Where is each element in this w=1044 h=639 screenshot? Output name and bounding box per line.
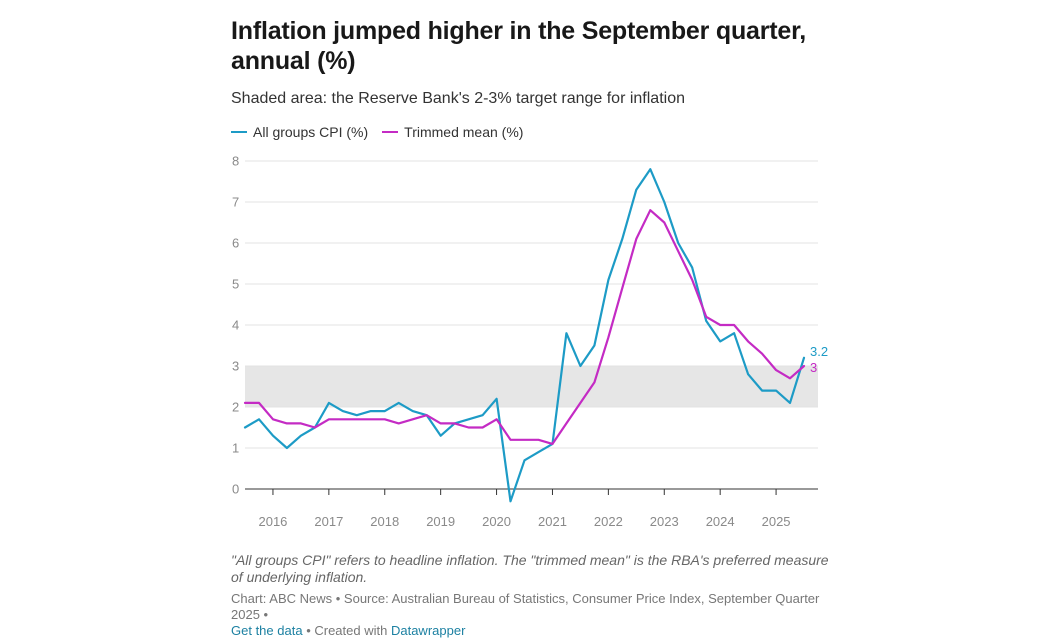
legend-item-trimmed-mean: Trimmed mean (%): [382, 124, 523, 140]
chart-title: Inflation jumped higher in the September…: [231, 17, 806, 75]
y-tick-label: 8: [232, 154, 239, 169]
end-value-label-cpi: 3.2: [810, 344, 828, 359]
y-tick-label: 0: [232, 482, 239, 497]
get-the-data-link[interactable]: Get the data: [231, 623, 303, 638]
y-tick-label: 5: [232, 277, 239, 292]
x-tick-label: 2019: [426, 514, 455, 529]
x-tick-label: 2016: [258, 514, 287, 529]
y-tick-label: 6: [232, 236, 239, 251]
x-tick-label: 2020: [482, 514, 511, 529]
legend: All groups CPI (%) Trimmed mean (%): [231, 124, 831, 140]
chart-header: Inflation jumped higher in the September…: [231, 16, 831, 140]
legend-item-cpi: All groups CPI (%): [231, 124, 368, 140]
x-tick-label: 2021: [538, 514, 567, 529]
footer-created-with: • Created with: [306, 623, 388, 638]
x-tick-label: 2018: [370, 514, 399, 529]
y-tick-label: 4: [232, 318, 239, 333]
footer-source: Chart: ABC News • Source: Australian Bur…: [231, 591, 820, 622]
x-tick-label: 2023: [650, 514, 679, 529]
legend-swatch-trimmed-mean: [382, 131, 399, 133]
x-tick-label: 2025: [762, 514, 791, 529]
series-line-trimmed-mean: [243, 209, 806, 445]
datawrapper-link[interactable]: Datawrapper: [390, 623, 466, 638]
series-line-cpi: [243, 168, 806, 503]
chart-footer: Chart: ABC News • Source: Australian Bur…: [231, 591, 841, 639]
end-value-label-trimmed-mean: 3: [810, 360, 817, 375]
legend-label-cpi: All groups CPI (%): [253, 124, 369, 140]
y-tick-label: 2: [232, 400, 239, 415]
target-range-band: [245, 366, 818, 407]
chart-subtitle: Shaded area: the Reserve Bank's 2-3% tar…: [231, 90, 685, 107]
y-tick-label: 1: [232, 441, 239, 456]
legend-label-trimmed-mean: Trimmed mean (%): [404, 124, 524, 140]
y-tick-label: 7: [232, 195, 239, 210]
x-tick-label: 2022: [594, 514, 623, 529]
y-tick-label: 3: [232, 359, 239, 374]
legend-swatch-cpi: [231, 131, 247, 133]
x-tick-label: 2024: [706, 514, 735, 529]
chart-note: "All groups CPI" refers to headline infl…: [231, 552, 829, 585]
line-chart: 0 1 2 3 4 5 6 7 8 2016 2017 2018 2019 2020 2021 2022 202…: [232, 154, 828, 530]
x-tick-label: 2017: [314, 514, 343, 529]
